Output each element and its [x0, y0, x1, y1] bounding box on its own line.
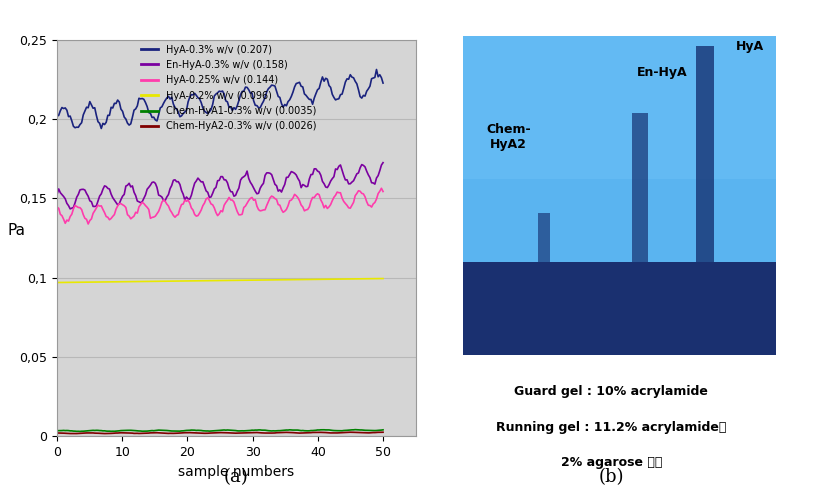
HyA-0.2% w/v (0.096) [378, 276, 388, 282]
Bar [696, 47, 714, 262]
HyA-0.2% w/v (0.096) [139, 278, 149, 284]
En-HyA-0.3% w/v (0.158) [114, 201, 124, 207]
Chem-HyA2-0.3% w/v (0.0026) [141, 430, 151, 436]
HyA-0.2% w/v (0.096) [362, 276, 372, 282]
Chem-HyA1-0.3% w/v (0.0035) [65, 428, 75, 434]
Bar [632, 113, 648, 262]
Chem-HyA2-0.3% w/v (0.0026) [354, 430, 363, 435]
Line: Chem-HyA1-0.3% w/v (0.0035): Chem-HyA1-0.3% w/v (0.0035) [57, 430, 383, 432]
Line: Chem-HyA2-0.3% w/v (0.0026): Chem-HyA2-0.3% w/v (0.0026) [57, 432, 383, 434]
En-HyA-0.3% w/v (0.158) [52, 191, 62, 197]
Chem-HyA2-0.3% w/v (0.0026) [52, 430, 62, 436]
HyA-0.25% w/v (0.144) [363, 202, 373, 208]
HyA-0.2% w/v (0.096) [65, 279, 75, 285]
Chem-HyA1-0.3% w/v (0.0035) [378, 427, 388, 433]
HyA-0.3% w/v (0.207) [372, 66, 381, 72]
Text: HyA: HyA [736, 40, 764, 53]
Chem-HyA1-0.3% w/v (0.0035) [365, 428, 375, 434]
Chem-HyA2-0.3% w/v (0.0026) [346, 429, 355, 435]
En-HyA-0.3% w/v (0.158) [363, 172, 373, 178]
Text: En-HyA: En-HyA [637, 66, 687, 79]
HyA-0.2% w/v (0.096) [350, 276, 360, 282]
HyA-0.3% w/v (0.207) [114, 99, 124, 105]
En-HyA-0.3% w/v (0.158) [67, 205, 77, 211]
Bar [463, 262, 776, 356]
HyA-0.3% w/v (0.207) [72, 124, 82, 130]
Text: (b): (b) [598, 468, 624, 486]
Text: Guard gel : 10% acrylamide: Guard gel : 10% acrylamide [514, 385, 708, 398]
Text: Chem-
HyA2: Chem- HyA2 [487, 123, 531, 151]
Bar [463, 36, 776, 262]
Line: HyA-0.2% w/v (0.096): HyA-0.2% w/v (0.096) [57, 279, 383, 283]
Chem-HyA1-0.3% w/v (0.0035) [141, 428, 151, 434]
HyA-0.25% w/v (0.144) [52, 204, 62, 210]
En-HyA-0.3% w/v (0.158) [141, 192, 151, 198]
HyA-0.25% w/v (0.144) [65, 214, 75, 220]
Chem-HyA2-0.3% w/v (0.0026) [378, 429, 388, 435]
En-HyA-0.3% w/v (0.158) [378, 160, 388, 166]
Chem-HyA1-0.3% w/v (0.0035) [350, 427, 360, 433]
X-axis label: sample numbers: sample numbers [178, 465, 294, 479]
HyA-0.25% w/v (0.144) [141, 203, 151, 209]
Text: Running gel : 11.2% acrylamide와: Running gel : 11.2% acrylamide와 [496, 421, 726, 434]
Legend: HyA-0.3% w/v (0.207), En-HyA-0.3% w/v (0.158), HyA-0.25% w/v (0.144), HyA-0.2% w: HyA-0.3% w/v (0.207), En-HyA-0.3% w/v (0… [141, 45, 316, 131]
Chem-HyA2-0.3% w/v (0.0026) [68, 431, 78, 436]
Chem-HyA1-0.3% w/v (0.0035) [114, 428, 124, 434]
HyA-0.2% w/v (0.096) [112, 279, 122, 285]
HyA-0.3% w/v (0.207) [96, 125, 106, 131]
Y-axis label: Pa: Pa [7, 223, 25, 238]
HyA-0.25% w/v (0.144) [114, 201, 124, 207]
Chem-HyA2-0.3% w/v (0.0026) [65, 431, 75, 436]
HyA-0.2% w/v (0.096) [72, 279, 82, 285]
HyA-0.3% w/v (0.207) [52, 113, 62, 119]
HyA-0.25% w/v (0.144) [378, 188, 388, 194]
HyA-0.25% w/v (0.144) [352, 190, 362, 196]
Text: (a): (a) [224, 468, 249, 486]
En-HyA-0.3% w/v (0.158) [65, 206, 75, 212]
Line: En-HyA-0.3% w/v (0.158): En-HyA-0.3% w/v (0.158) [57, 163, 383, 209]
Bar [463, 36, 776, 179]
HyA-0.3% w/v (0.207) [378, 80, 388, 86]
Chem-HyA1-0.3% w/v (0.0035) [52, 428, 62, 434]
HyA-0.3% w/v (0.207) [65, 113, 75, 119]
Bar [538, 212, 550, 262]
HyA-0.3% w/v (0.207) [352, 81, 362, 87]
HyA-0.25% w/v (0.144) [72, 203, 82, 209]
HyA-0.25% w/v (0.144) [377, 186, 386, 191]
HyA-0.3% w/v (0.207) [141, 100, 151, 106]
HyA-0.2% w/v (0.096) [52, 280, 62, 286]
HyA-0.25% w/v (0.144) [83, 221, 93, 227]
Chem-HyA2-0.3% w/v (0.0026) [365, 430, 375, 436]
Line: HyA-0.25% w/v (0.144): HyA-0.25% w/v (0.144) [57, 188, 383, 224]
Chem-HyA1-0.3% w/v (0.0035) [354, 427, 363, 433]
En-HyA-0.3% w/v (0.158) [73, 191, 83, 197]
Line: HyA-0.3% w/v (0.207): HyA-0.3% w/v (0.207) [57, 69, 383, 128]
Chem-HyA1-0.3% w/v (0.0035) [72, 429, 82, 434]
Chem-HyA2-0.3% w/v (0.0026) [114, 430, 124, 436]
En-HyA-0.3% w/v (0.158) [352, 171, 362, 177]
HyA-0.3% w/v (0.207) [363, 86, 373, 92]
Chem-HyA2-0.3% w/v (0.0026) [73, 431, 83, 436]
Text: 2% agarose 가교: 2% agarose 가교 [561, 456, 662, 469]
Chem-HyA1-0.3% w/v (0.0035) [75, 429, 85, 434]
